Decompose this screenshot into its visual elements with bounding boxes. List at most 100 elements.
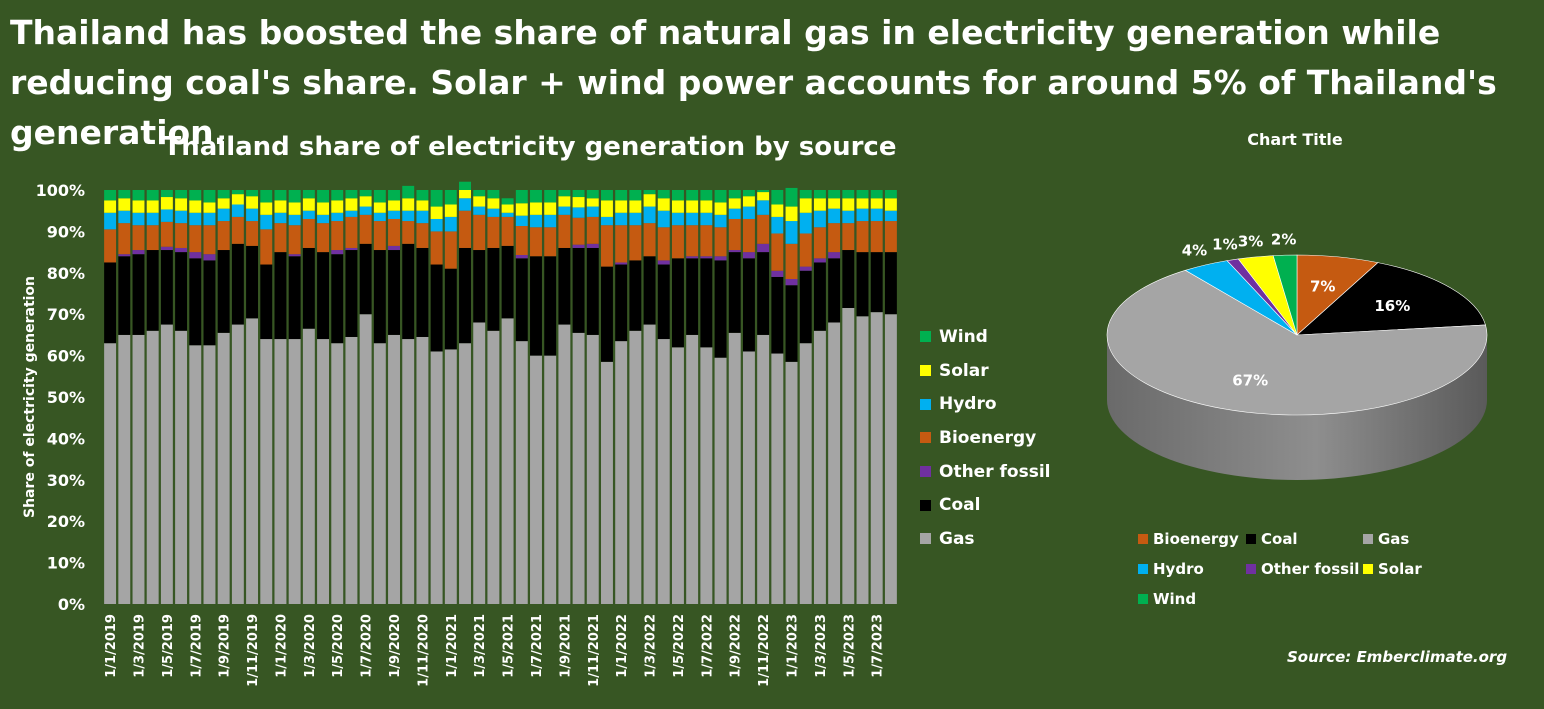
bar-segment-hydro bbox=[558, 206, 571, 215]
bar-segment-coal bbox=[118, 256, 131, 335]
bar-segment-other-fossil bbox=[515, 254, 528, 259]
bar-segment-coal bbox=[544, 256, 557, 356]
bar-segment-wind bbox=[160, 190, 173, 198]
bar-segment-hydro bbox=[302, 210, 315, 219]
bar-segment-hydro bbox=[459, 198, 471, 211]
bar-segment-gas bbox=[728, 332, 741, 604]
bar-segment-wind bbox=[728, 190, 741, 199]
bar-segment-wind bbox=[104, 190, 117, 201]
bar-segment-gas bbox=[515, 341, 528, 604]
x-tick-label: 1/7/2019 bbox=[189, 614, 204, 678]
bar-segment-hydro bbox=[842, 210, 855, 224]
bar-segment-gas bbox=[643, 324, 656, 604]
bar-segment-gas bbox=[331, 343, 344, 604]
legend-item-coal: Coal bbox=[920, 488, 1050, 522]
x-tick-label: 1/7/2021 bbox=[530, 614, 545, 678]
bar-segment-hydro bbox=[757, 200, 770, 215]
y-tick-label: 80% bbox=[47, 264, 85, 283]
bar-segment-hydro bbox=[615, 212, 628, 226]
bar-segment-other-fossil bbox=[813, 258, 826, 263]
bar-segment-hydro bbox=[274, 212, 287, 224]
bar-segment-gas bbox=[884, 314, 897, 604]
bar-segment-other-fossil bbox=[189, 252, 202, 259]
bar-segment-coal bbox=[558, 247, 571, 325]
bar-segment-wind bbox=[430, 190, 443, 207]
bar-segment-coal bbox=[160, 250, 173, 325]
bar-segment-coal bbox=[203, 260, 216, 346]
bar-segment-gas bbox=[544, 355, 557, 604]
bar-segment-hydro bbox=[388, 210, 400, 219]
bar-segment-wind bbox=[402, 185, 415, 199]
bar-segment-other-fossil bbox=[586, 243, 599, 248]
legend-item-other-fossil: Other fossil bbox=[920, 455, 1050, 489]
bar-segment-bioenergy bbox=[515, 226, 528, 255]
bar-segment-wind bbox=[629, 190, 642, 201]
bar-segment-gas bbox=[118, 334, 131, 604]
bar-segment-solar bbox=[317, 202, 330, 215]
bar-segment-solar bbox=[501, 204, 514, 213]
bar-segment-coal bbox=[671, 258, 684, 348]
bar-segment-solar bbox=[686, 200, 699, 213]
bar-segment-wind bbox=[572, 190, 585, 198]
bar-segment-solar bbox=[373, 202, 386, 213]
bar-segment-wind bbox=[302, 190, 315, 199]
bar-segment-wind bbox=[671, 190, 684, 201]
bar-segment-bioenergy bbox=[104, 229, 117, 263]
bar-segment-hydro bbox=[345, 210, 358, 217]
bar-segment-bioenergy bbox=[345, 216, 358, 248]
bar-segment-gas bbox=[246, 318, 259, 604]
bar-segment-bioenergy bbox=[742, 218, 755, 253]
x-tick-label: 1/9/2022 bbox=[729, 614, 744, 678]
y-tick-label: 50% bbox=[47, 388, 85, 407]
legend-item-wind: Wind bbox=[920, 320, 1050, 354]
legend-swatch bbox=[1138, 534, 1148, 544]
bar-segment-other-fossil bbox=[615, 262, 628, 265]
bar-segment-wind bbox=[771, 190, 784, 205]
bar-segment-gas bbox=[189, 345, 202, 604]
bar-segment-hydro bbox=[544, 214, 557, 228]
bar-segment-bioenergy bbox=[799, 233, 812, 267]
bar-segment-bioenergy bbox=[189, 225, 202, 253]
bar-segment-coal bbox=[615, 264, 628, 342]
bar-segment-gas bbox=[203, 345, 216, 604]
bar-segment-solar bbox=[530, 202, 542, 215]
pie-label-gas: 67% bbox=[1232, 372, 1268, 390]
bar-segment-coal bbox=[217, 250, 230, 333]
x-tick-label: 1/7/2023 bbox=[871, 614, 886, 678]
bar-segment-solar bbox=[842, 198, 855, 211]
bar-segment-wind bbox=[828, 190, 841, 199]
bar-segment-wind bbox=[870, 190, 883, 199]
bar-segment-bioenergy bbox=[686, 225, 699, 257]
bar-chart-legend: Wind Solar Hydro Bioenergy Other fossil Coal G… bbox=[920, 320, 1050, 556]
legend-swatch bbox=[920, 499, 931, 511]
x-tick-label: 1/11/2022 bbox=[757, 614, 772, 687]
y-tick-label: 60% bbox=[47, 347, 85, 366]
bar-segment-other-fossil bbox=[785, 279, 798, 286]
bar-segment-wind bbox=[231, 190, 244, 195]
bar-segment-gas bbox=[501, 318, 514, 604]
bar-segment-coal bbox=[373, 250, 386, 344]
x-tick-label: 1/3/2022 bbox=[644, 614, 659, 678]
bar-segment-coal bbox=[828, 258, 841, 323]
bar-segment-bioenergy bbox=[813, 227, 826, 259]
bar-segment-solar bbox=[643, 194, 656, 207]
bar-segment-solar bbox=[799, 198, 812, 213]
bar-segment-gas bbox=[828, 322, 841, 604]
bar-segment-hydro bbox=[828, 208, 841, 224]
bar-segment-bioenergy bbox=[146, 225, 159, 251]
bar-segment-coal bbox=[317, 252, 330, 340]
bar-segment-wind bbox=[544, 190, 557, 203]
legend-label: Other fossil bbox=[939, 461, 1051, 482]
x-tick-label: 1/3/2023 bbox=[814, 614, 829, 678]
bar-segment-coal bbox=[601, 266, 613, 362]
bar-segment-coal bbox=[771, 276, 784, 354]
bar-segment-gas bbox=[231, 324, 244, 604]
bar-segment-coal bbox=[870, 252, 883, 313]
bar-segment-bioenergy bbox=[657, 227, 670, 261]
bar-segment-hydro bbox=[175, 210, 188, 224]
bar-segment-solar bbox=[487, 198, 500, 209]
bar-segment-wind bbox=[856, 190, 869, 199]
legend-label: Bioenergy bbox=[939, 427, 1037, 448]
bar-segment-hydro bbox=[813, 210, 826, 228]
bar-segment-gas bbox=[473, 322, 486, 604]
